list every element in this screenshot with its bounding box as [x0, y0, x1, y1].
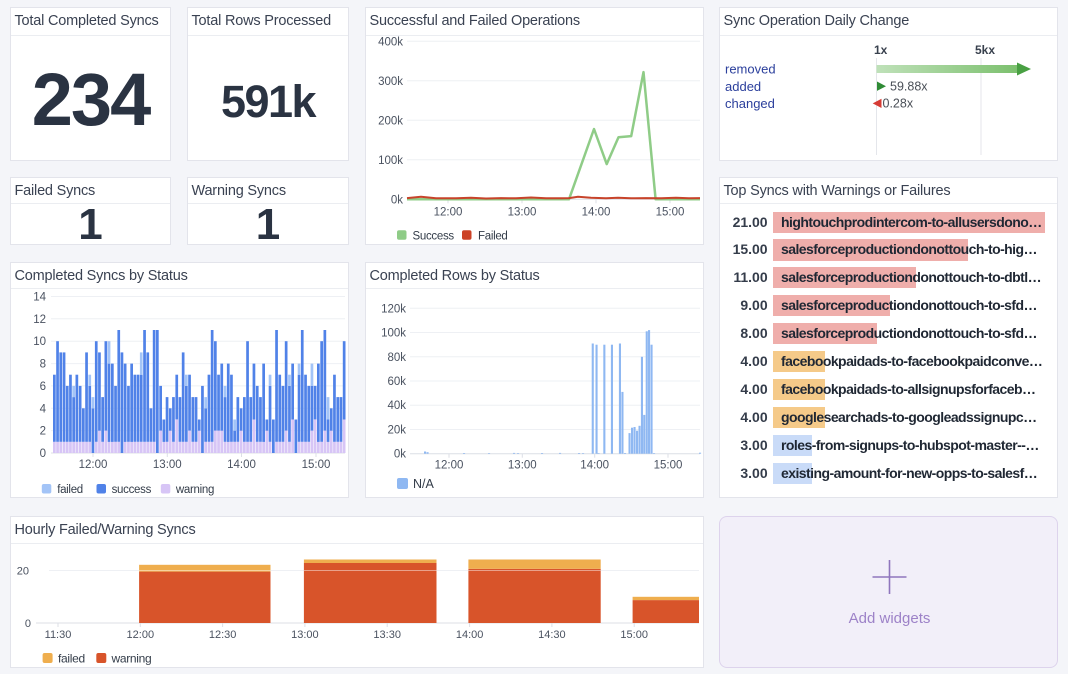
svg-text:60k: 60k: [387, 376, 406, 388]
svg-text:N/A: N/A: [413, 477, 435, 491]
svg-text:failed: failed: [57, 484, 83, 496]
svg-text:12: 12: [33, 314, 46, 326]
svg-text:removed: removed: [725, 62, 776, 77]
svg-text:12:30: 12:30: [209, 629, 237, 641]
svg-text:success: success: [112, 484, 152, 496]
svg-text:15:00: 15:00: [656, 206, 685, 218]
svg-text:12:00: 12:00: [434, 206, 463, 218]
svg-text:20k: 20k: [387, 425, 406, 437]
svg-text:6: 6: [40, 381, 46, 393]
svg-text:0k: 0k: [391, 194, 403, 206]
svg-text:15:00: 15:00: [654, 460, 683, 472]
svg-text:failed: failed: [58, 652, 85, 666]
svg-text:14: 14: [33, 292, 46, 304]
svg-text:13:30: 13:30: [373, 629, 401, 641]
svg-text:200k: 200k: [378, 115, 403, 127]
svg-text:Add widgets: Add widgets: [849, 610, 931, 627]
svg-text:Success: Success: [413, 231, 455, 243]
svg-text:12:00: 12:00: [79, 459, 108, 471]
svg-text:120k: 120k: [381, 303, 406, 315]
svg-text:0: 0: [40, 448, 46, 460]
svg-text:14:00: 14:00: [227, 459, 256, 471]
svg-text:100k: 100k: [378, 155, 403, 167]
svg-text:0.28x: 0.28x: [883, 97, 914, 111]
svg-text:10: 10: [33, 336, 46, 348]
svg-text:14:00: 14:00: [580, 460, 609, 472]
svg-text:changed: changed: [725, 96, 775, 111]
svg-text:13:00: 13:00: [153, 459, 182, 471]
svg-text:0k: 0k: [394, 449, 406, 461]
svg-text:20: 20: [17, 566, 29, 578]
svg-text:warning: warning: [111, 652, 152, 666]
svg-text:added: added: [725, 79, 761, 94]
svg-text:13:00: 13:00: [291, 629, 319, 641]
svg-text:warning: warning: [175, 484, 214, 496]
svg-text:5kx: 5kx: [975, 43, 995, 57]
svg-text:14:00: 14:00: [456, 629, 484, 641]
svg-text:13:00: 13:00: [508, 206, 537, 218]
svg-text:300k: 300k: [378, 76, 403, 88]
svg-text:40k: 40k: [387, 400, 406, 412]
svg-text:4: 4: [40, 403, 47, 415]
svg-text:59.88x: 59.88x: [890, 80, 928, 94]
svg-text:400k: 400k: [378, 36, 403, 48]
svg-text:0: 0: [25, 618, 31, 630]
svg-text:80k: 80k: [387, 352, 406, 364]
svg-text:14:00: 14:00: [582, 206, 611, 218]
svg-text:12:00: 12:00: [435, 460, 464, 472]
svg-text:2: 2: [40, 426, 46, 438]
svg-text:14:30: 14:30: [538, 629, 566, 641]
svg-text:15:00: 15:00: [620, 629, 648, 641]
svg-text:13:00: 13:00: [508, 460, 537, 472]
svg-text:Failed: Failed: [478, 231, 508, 243]
svg-text:1x: 1x: [874, 43, 888, 57]
svg-text:15:00: 15:00: [302, 459, 331, 471]
svg-text:12:00: 12:00: [127, 629, 155, 641]
svg-text:100k: 100k: [381, 328, 406, 340]
svg-text:8: 8: [40, 359, 46, 371]
svg-text:11:30: 11:30: [45, 629, 72, 641]
